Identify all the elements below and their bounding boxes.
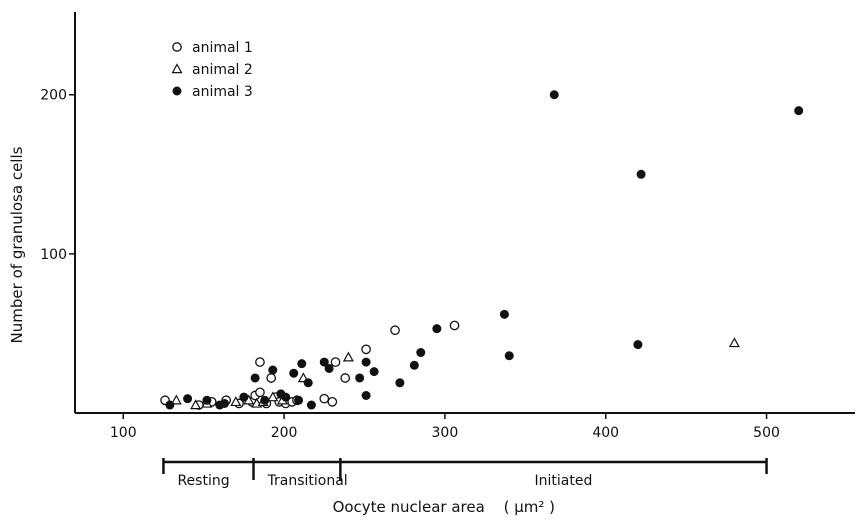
data-point: [297, 359, 307, 369]
legend-label: animal 2: [192, 62, 253, 78]
data-point: [504, 351, 514, 361]
legend: animal 1 animal 2 animal 3: [171, 40, 253, 100]
y-tick-label: 100: [40, 247, 67, 263]
data-point: [794, 106, 804, 116]
data-point: [239, 392, 249, 402]
x-tick-label: 400: [592, 425, 619, 441]
data-point: [294, 395, 304, 405]
legend-marker: [172, 86, 182, 96]
data-point: [255, 357, 265, 367]
y-tick-label: 200: [40, 88, 67, 104]
x-ticks: 100 200 300 400 500: [110, 413, 780, 441]
legend-label: animal 3: [192, 84, 253, 100]
x-axis-label-text: Oocyte nuclear area: [333, 498, 485, 516]
data-point: [170, 394, 182, 405]
x-tick-label: 100: [110, 425, 137, 441]
data-point: [268, 365, 278, 375]
x-tick-label: 300: [432, 425, 459, 441]
y-axis-label: Number of granulosa cells: [8, 146, 26, 343]
data-point: [260, 395, 270, 405]
data-point: [395, 378, 405, 388]
data-point: [306, 400, 316, 410]
data-point: [361, 357, 371, 367]
data-point: [183, 394, 193, 404]
data-points: [160, 90, 804, 410]
category-label: Transitional: [267, 473, 348, 489]
data-point: [633, 340, 643, 350]
data-point: [340, 373, 351, 383]
data-point: [355, 373, 365, 383]
data-point: [202, 395, 212, 405]
data-point: [230, 396, 242, 407]
category-brackets: Resting Transitional Initiated: [162, 458, 768, 489]
data-point: [289, 368, 299, 378]
data-point: [266, 373, 277, 383]
data-point: [499, 309, 509, 319]
data-point: [319, 357, 329, 367]
data-point: [369, 367, 379, 377]
data-point: [636, 169, 646, 179]
data-point: [361, 390, 371, 400]
x-tick-label: 500: [753, 425, 780, 441]
data-point: [324, 363, 334, 373]
axes: 100 200 300 400 500 100 200: [40, 12, 855, 441]
x-tick-label: 200: [271, 425, 298, 441]
category-label: Initiated: [535, 473, 593, 489]
category-label: Resting: [177, 473, 229, 489]
y-ticks: 100 200: [40, 88, 75, 263]
data-point: [220, 398, 230, 408]
data-point: [432, 324, 442, 334]
data-point: [330, 357, 341, 367]
data-point: [327, 397, 338, 407]
x-axis-label: Oocyte nuclear area ( μm² ): [333, 498, 555, 516]
legend-marker: [172, 42, 182, 52]
data-point: [409, 360, 419, 370]
data-point: [549, 90, 559, 100]
data-point: [165, 400, 175, 410]
data-point: [190, 399, 202, 410]
data-point: [342, 351, 354, 362]
legend-label: animal 1: [192, 40, 253, 56]
data-point: [267, 391, 279, 402]
legend-marker: [171, 63, 183, 74]
data-point: [319, 393, 330, 404]
data-point: [255, 387, 265, 398]
data-point: [416, 348, 426, 358]
data-point: [281, 392, 291, 402]
data-point: [250, 373, 260, 383]
data-point: [390, 325, 400, 336]
data-point: [728, 337, 740, 348]
x-axis-unit: ( μm² ): [504, 498, 555, 516]
data-point: [361, 344, 371, 355]
data-point: [449, 320, 460, 331]
data-point: [303, 378, 313, 388]
